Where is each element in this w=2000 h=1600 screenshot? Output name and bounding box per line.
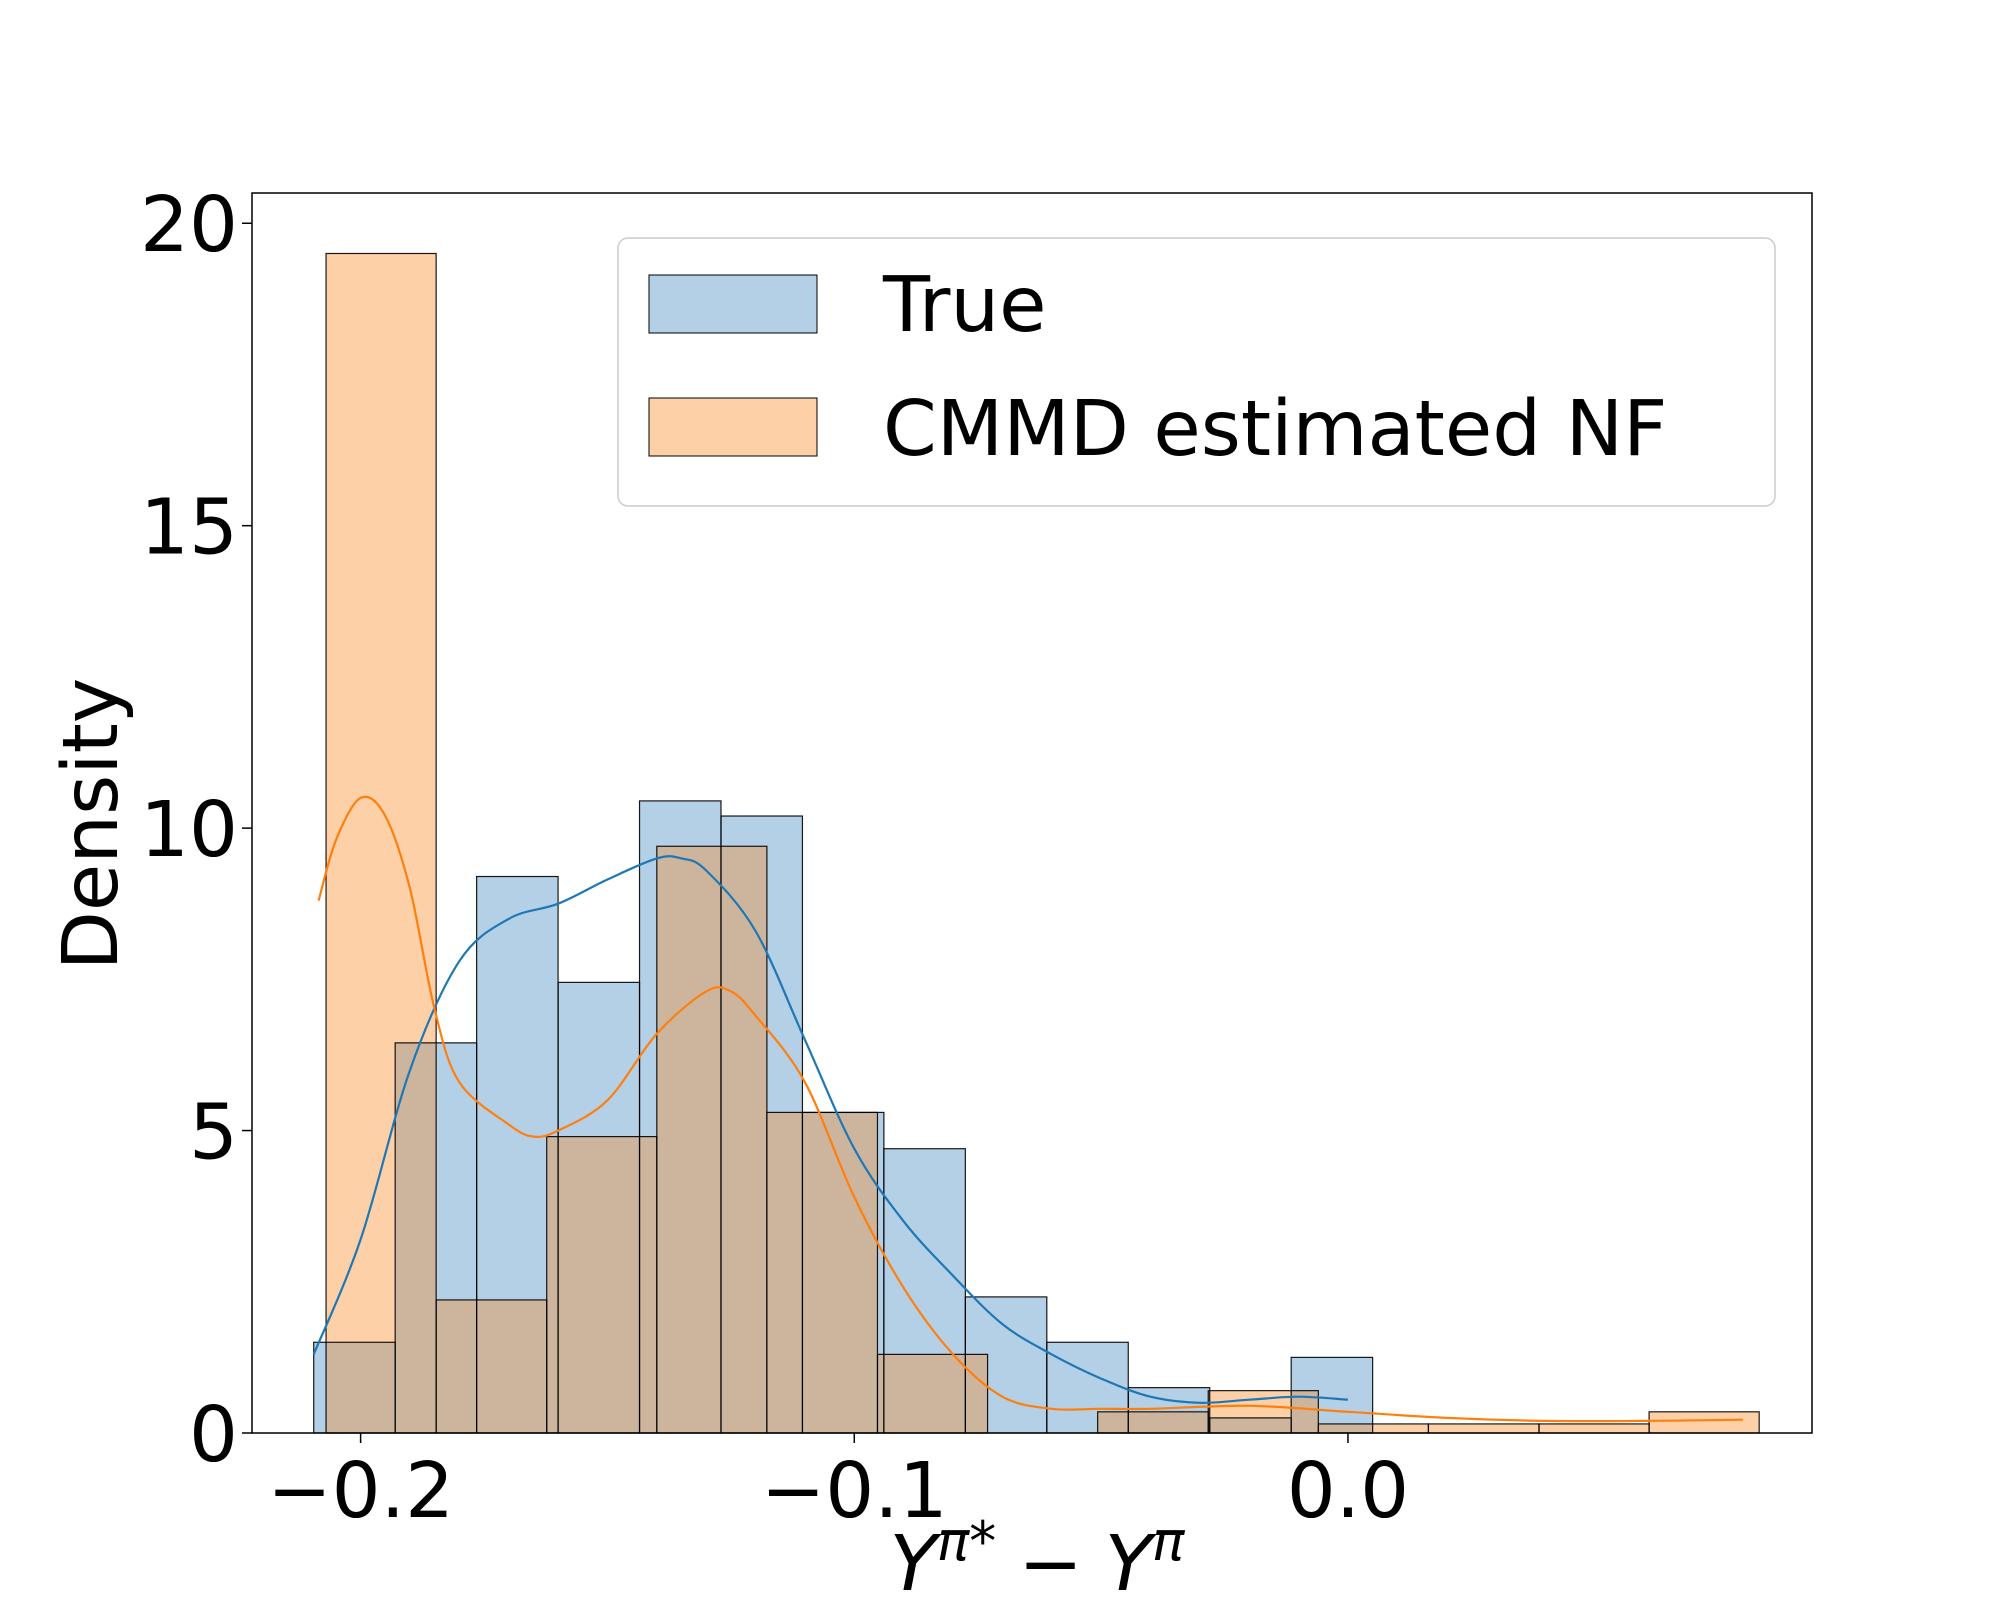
overlap-region-11 — [877, 1354, 884, 1433]
x-label-sup-1: π* — [937, 1510, 997, 1573]
overlap-region-4 — [546, 1136, 559, 1433]
x-label-base: Y — [890, 1520, 943, 1600]
overlap-region-9 — [766, 1112, 803, 1433]
overlap-region-15 — [1128, 1411, 1209, 1433]
overlap-region-19 — [1318, 1423, 1373, 1433]
x-axis-ticks: −0.2 −0.1 0.0 — [267, 1433, 1409, 1536]
legend-swatch-true — [648, 274, 818, 334]
y-tick-label: 15 — [140, 484, 238, 573]
y-axis-ticks: 0 5 10 15 20 — [140, 181, 252, 1480]
y-tick-label: 0 — [189, 1391, 238, 1480]
legend-swatch-nf — [648, 397, 818, 457]
nf-bar-11 — [1539, 1423, 1650, 1433]
overlap-region-7 — [656, 846, 721, 1433]
nf-bar-12 — [1649, 1411, 1760, 1433]
legend-label-true: True — [882, 261, 1047, 350]
x-tick-label: 0.0 — [1287, 1447, 1409, 1536]
y-tick-label: 5 — [189, 1089, 238, 1178]
kde-lines-group — [312, 795, 1743, 1423]
overlap-region-14 — [1097, 1411, 1129, 1433]
overlap-region-17 — [1209, 1417, 1292, 1433]
nf-bar-10 — [1428, 1423, 1539, 1433]
overlap-region-0 — [326, 1342, 396, 1433]
overlap-bars-group — [326, 846, 1373, 1433]
x-axis-label: Yπ* − Yπ — [890, 1510, 1186, 1600]
overlap-region-12 — [883, 1354, 966, 1433]
legend: True CMMD estimated NF — [617, 237, 1776, 507]
nf-bar-9 — [1318, 1423, 1429, 1433]
overlap-region-1 — [395, 1042, 437, 1433]
overlap-region-16 — [1208, 1390, 1210, 1433]
overlap-region-6 — [639, 1136, 657, 1433]
true-kde-line — [312, 855, 1348, 1404]
legend-label-nf: CMMD estimated NF — [883, 385, 1667, 474]
x-tick-label: −0.2 — [267, 1447, 454, 1536]
overlap-region-5 — [558, 1136, 640, 1433]
overlap-region-8 — [720, 846, 767, 1433]
nf-kde-line — [317, 795, 1743, 1423]
x-label-minus: − — [1018, 1520, 1083, 1600]
x-label-sup-2: π — [1152, 1510, 1186, 1573]
x-label-base-2: Y — [1105, 1520, 1158, 1600]
y-tick-label: 20 — [140, 181, 238, 270]
legend-frame — [617, 237, 1776, 507]
plot-area-frame — [251, 192, 1813, 1434]
overlap-region-10 — [802, 1112, 878, 1433]
y-tick-label: 10 — [140, 786, 238, 875]
overlap-region-2 — [436, 1299, 477, 1433]
overlap-region-3 — [476, 1299, 547, 1433]
y-axis-label: Density — [47, 678, 136, 971]
overlap-region-13 — [965, 1354, 988, 1433]
x-tick-label: −0.1 — [761, 1447, 948, 1536]
